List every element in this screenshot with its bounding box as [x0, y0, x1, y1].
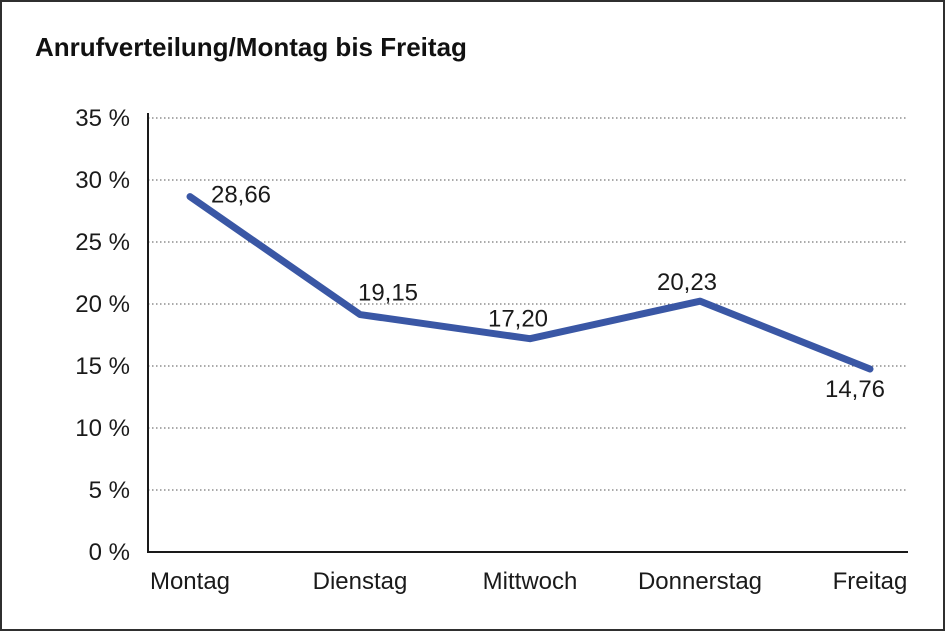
x-axis-label: Montag — [150, 568, 230, 595]
data-label: 14,76 — [825, 376, 885, 403]
y-tick-label: 15 % — [75, 353, 130, 380]
x-axis-label: Dienstag — [313, 568, 408, 595]
x-axis-label: Freitag — [833, 568, 908, 595]
chart-title: Anrufverteilung/Montag bis Freitag — [35, 32, 467, 62]
y-tick-label: 5 % — [89, 477, 130, 504]
y-tick-label: 0 % — [89, 539, 130, 566]
series-line — [186, 193, 874, 373]
data-label: 19,15 — [358, 280, 418, 307]
data-label: 28,66 — [211, 182, 271, 209]
x-axis-label: Mittwoch — [483, 568, 578, 595]
y-tick-label: 10 % — [75, 415, 130, 442]
y-tick-label: 30 % — [75, 167, 130, 194]
y-tick-label: 35 % — [75, 105, 130, 132]
data-label: 17,20 — [488, 306, 548, 333]
y-tick-label: 25 % — [75, 229, 130, 256]
data-label: 20,23 — [657, 269, 717, 296]
x-axis-label: Donnerstag — [638, 568, 762, 595]
y-tick-label: 20 % — [75, 291, 130, 318]
